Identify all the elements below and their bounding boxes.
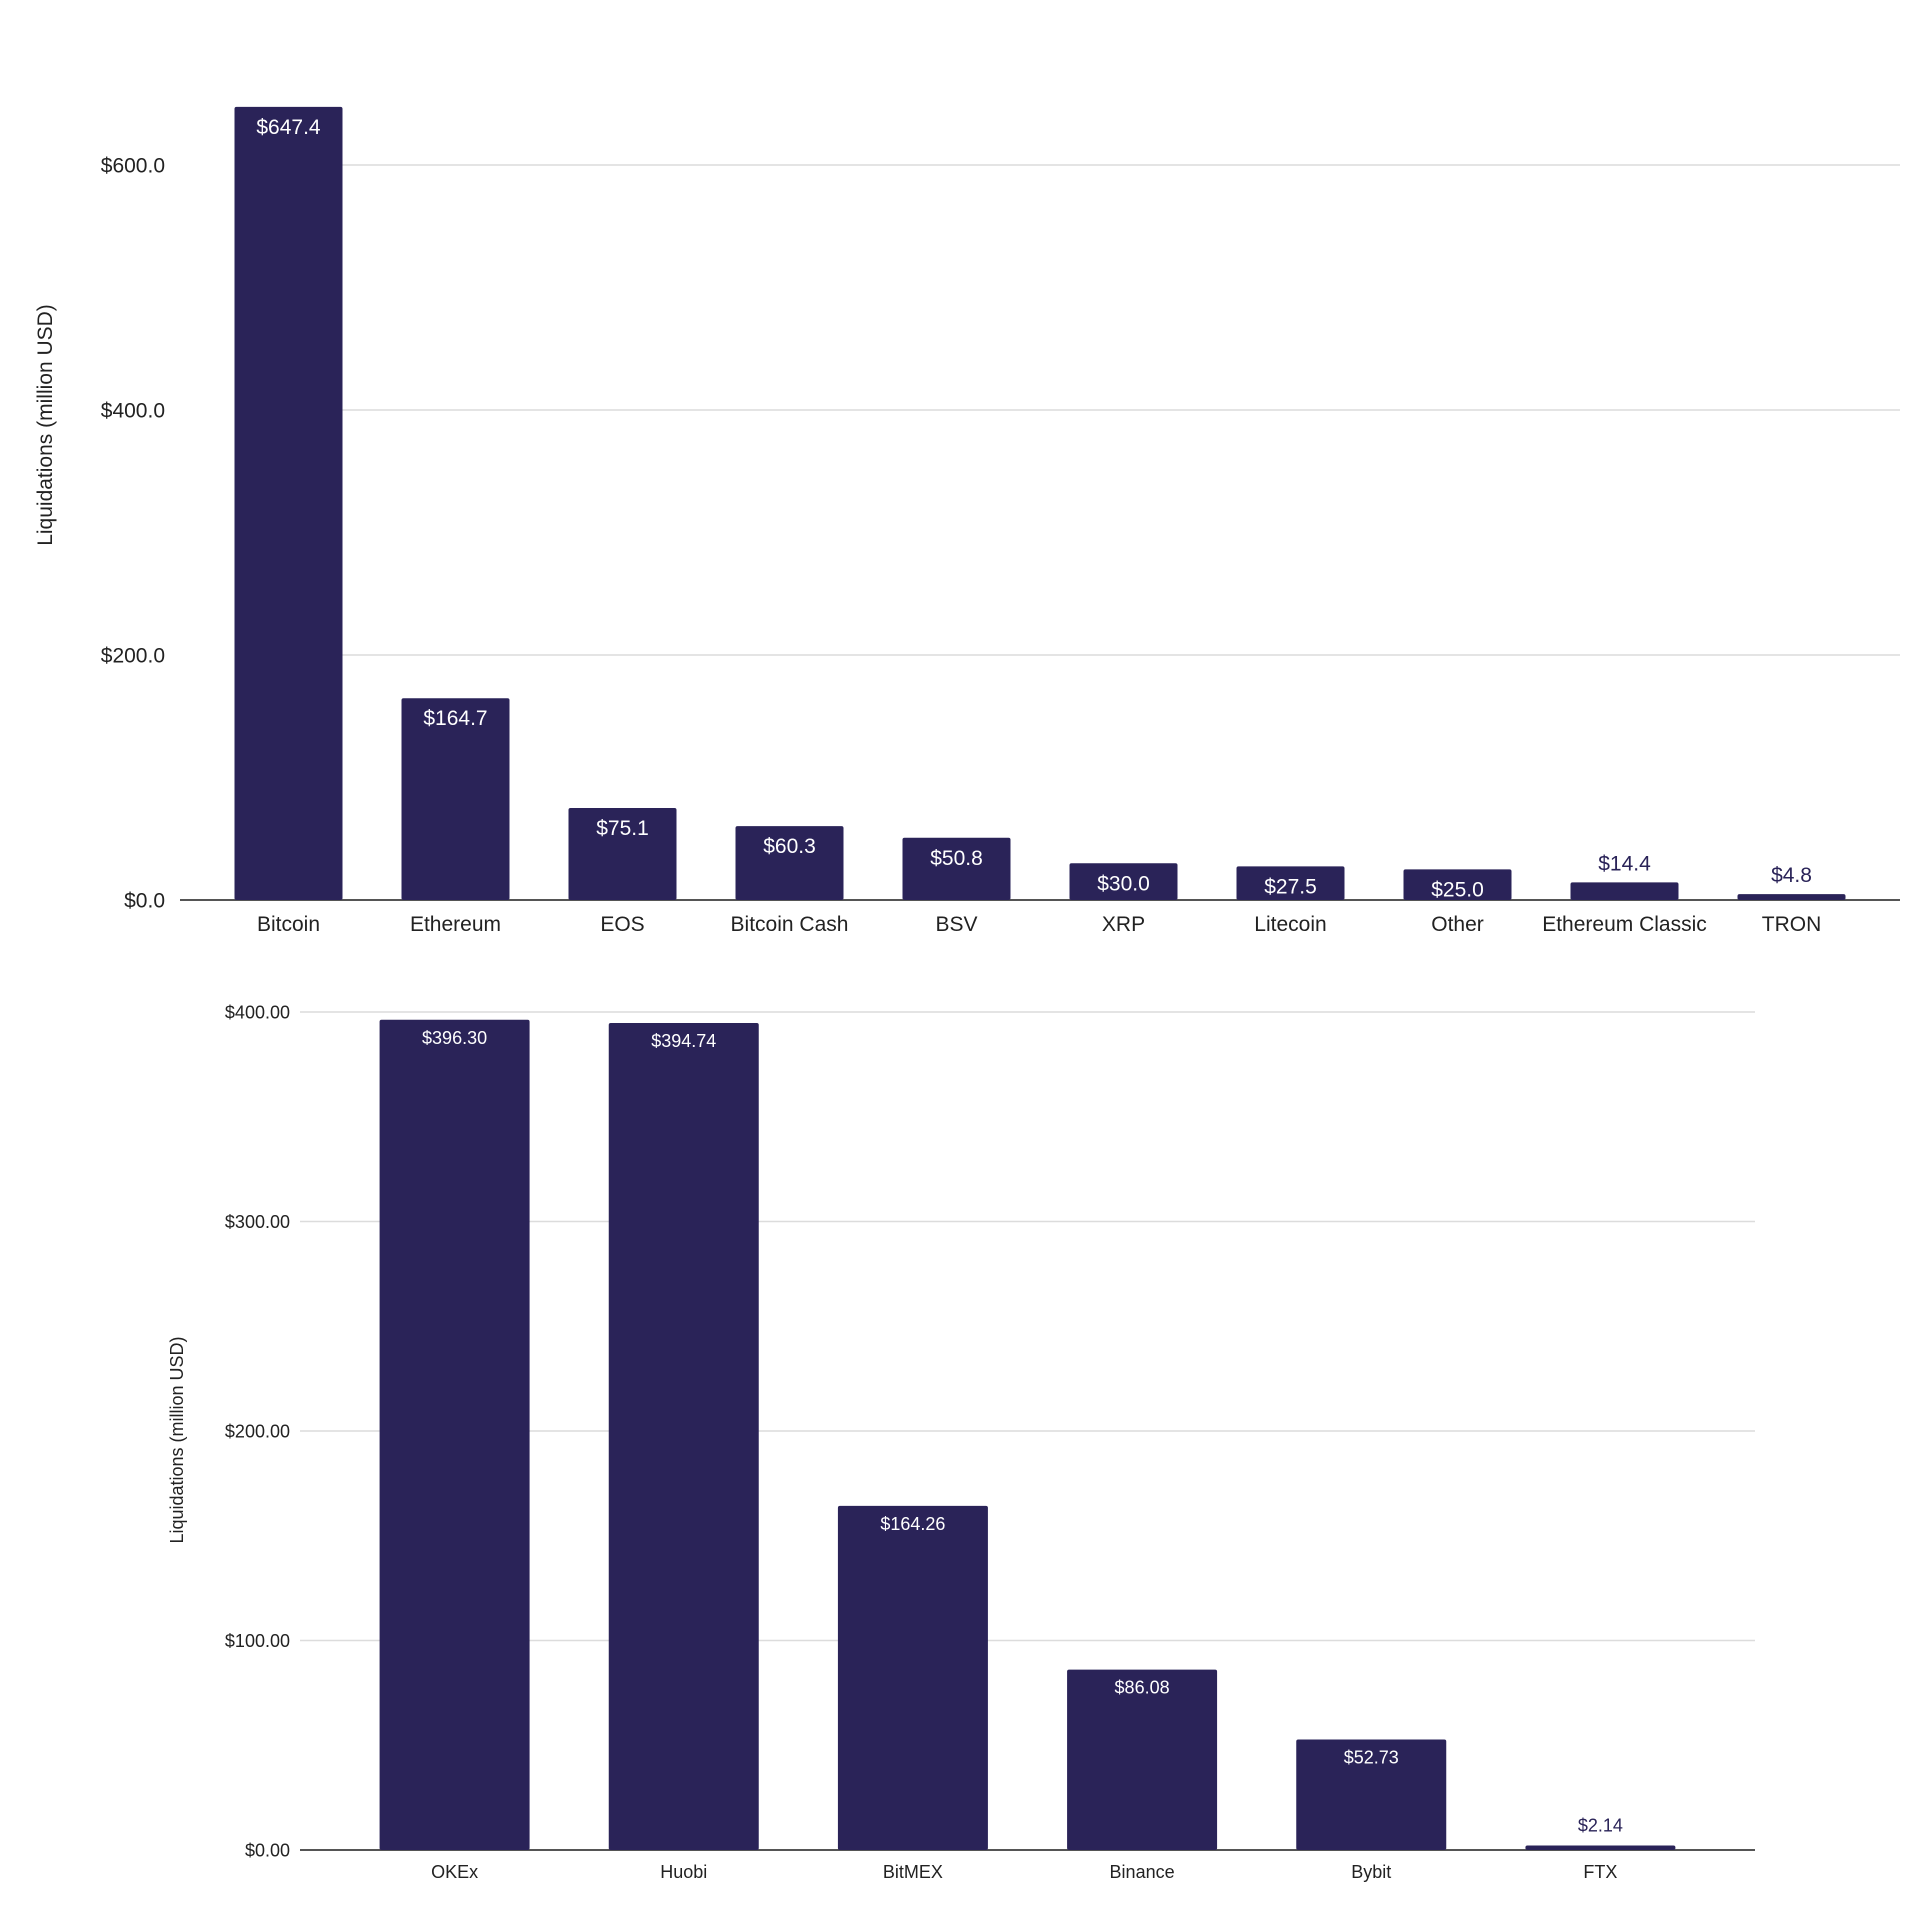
y-tick-label: $600.0: [101, 154, 165, 177]
exchange-liquidations-chart: $0.00 $100.00 $200.00 $300.00 $400.00 Liquida…: [0, 960, 1920, 1920]
x-category-label: Ethereum Classic: [1542, 913, 1707, 936]
y-tick-label: $100.00: [225, 1631, 290, 1651]
bar-value-label: $2.14: [1578, 1816, 1623, 1836]
x-category-label: Litecoin: [1254, 913, 1326, 936]
bar-value-label: $14.4: [1598, 852, 1651, 875]
bar: [1525, 1846, 1675, 1850]
bar-value-label: $75.1: [596, 817, 649, 840]
x-category-label: XRP: [1102, 913, 1145, 936]
x-category-label: Huobi: [660, 1862, 707, 1882]
y-tick-label: $300.00: [225, 1212, 290, 1232]
bar-value-label: $647.4: [256, 116, 321, 139]
coin-liquidations-svg: $0.0 $200.0 $400.0 $600.0 Liquidations (mill…: [0, 0, 1920, 960]
bar: [1738, 894, 1846, 900]
bar-value-label: $50.8: [930, 847, 983, 870]
x-category-label: FTX: [1583, 1862, 1617, 1882]
x-category-label: Other: [1431, 913, 1484, 936]
x-category-label: Bitcoin: [257, 913, 320, 936]
exchange-liquidations-svg: $0.00 $100.00 $200.00 $300.00 $400.00 Liquida…: [0, 960, 1920, 1920]
bar: [1571, 882, 1679, 900]
x-category-label: Binance: [1110, 1862, 1175, 1882]
bar-value-label: $396.30: [422, 1028, 487, 1048]
x-category-label: OKEx: [431, 1862, 478, 1882]
y-axis-title: Liquidations (million USD): [167, 1336, 187, 1543]
x-category-label: BitMEX: [883, 1862, 943, 1882]
x-category-label: BSV: [935, 913, 977, 936]
y-axis-title: Liquidations (million USD): [34, 304, 57, 546]
x-category-label: Bybit: [1351, 1862, 1391, 1882]
bar: [380, 1020, 530, 1850]
x-category-label: TRON: [1762, 913, 1822, 936]
y-tick-label: $0.00: [245, 1840, 290, 1860]
bar-value-label: $164.26: [880, 1514, 945, 1534]
y-tick-label: $400.0: [101, 399, 165, 422]
y-tick-label: $400.00: [225, 1002, 290, 1022]
bar: [609, 1023, 759, 1850]
bar-value-label: $27.5: [1264, 875, 1317, 898]
y-tick-label: $0.0: [124, 889, 165, 912]
bar-value-label: $30.0: [1097, 872, 1150, 895]
y-tick-label: $200.00: [225, 1421, 290, 1441]
bar-value-label: $164.7: [423, 707, 487, 730]
bar-value-label: $86.08: [1115, 1678, 1170, 1698]
bar: [235, 107, 343, 900]
bar-value-label: $25.0: [1431, 878, 1484, 901]
bar-value-label: $60.3: [763, 835, 816, 858]
bar: [838, 1506, 988, 1850]
coin-liquidations-chart: $0.0 $200.0 $400.0 $600.0 Liquidations (mill…: [0, 0, 1920, 960]
bar-value-label: $4.8: [1771, 864, 1812, 887]
x-category-label: EOS: [600, 913, 644, 936]
bar-value-label: $394.74: [651, 1031, 716, 1051]
bar-value-label: $52.73: [1344, 1748, 1399, 1768]
x-category-label: Bitcoin Cash: [731, 913, 849, 936]
y-tick-label: $200.0: [101, 644, 165, 667]
x-category-label: Ethereum: [410, 913, 501, 936]
